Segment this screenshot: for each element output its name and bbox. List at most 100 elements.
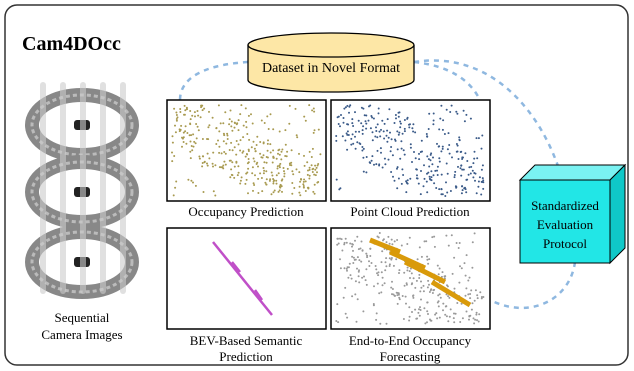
point <box>189 151 191 153</box>
point <box>370 127 372 129</box>
point <box>212 163 214 165</box>
point <box>428 113 430 115</box>
point <box>238 172 240 174</box>
point <box>448 245 450 247</box>
point <box>337 238 339 240</box>
point <box>238 119 240 121</box>
point <box>464 262 466 264</box>
point <box>423 164 425 166</box>
point <box>455 187 457 189</box>
point <box>363 148 365 150</box>
point <box>429 291 431 293</box>
point <box>348 266 350 268</box>
point <box>206 138 208 140</box>
point <box>474 232 476 234</box>
point <box>381 120 383 122</box>
point <box>291 149 293 151</box>
point <box>430 170 432 172</box>
point <box>397 292 399 294</box>
point <box>430 289 432 291</box>
point <box>482 188 484 190</box>
point <box>460 151 462 153</box>
point <box>202 109 204 111</box>
point <box>313 108 315 110</box>
point <box>311 109 313 111</box>
point <box>355 259 357 261</box>
point <box>173 194 175 196</box>
point <box>224 111 226 113</box>
point <box>426 256 428 258</box>
point <box>303 187 305 189</box>
point <box>303 179 305 181</box>
point <box>248 139 250 141</box>
point <box>247 162 249 164</box>
point <box>184 114 186 116</box>
point <box>398 116 400 118</box>
point <box>356 141 358 143</box>
point <box>385 265 387 267</box>
point <box>313 132 315 134</box>
point <box>390 287 392 289</box>
point <box>412 294 414 296</box>
point <box>299 194 301 196</box>
point <box>352 133 354 135</box>
point <box>266 184 268 186</box>
point <box>381 261 383 263</box>
point <box>462 157 464 159</box>
point <box>203 191 205 193</box>
point <box>335 320 337 322</box>
point <box>437 294 439 296</box>
point <box>281 185 283 187</box>
point <box>279 154 281 156</box>
point <box>316 171 318 173</box>
point <box>476 192 478 194</box>
point <box>404 154 406 156</box>
point <box>459 242 461 244</box>
point <box>481 148 483 150</box>
point <box>215 127 217 129</box>
point <box>481 169 483 171</box>
point <box>287 168 289 170</box>
point <box>312 168 314 170</box>
point <box>405 191 407 193</box>
label: Sequential <box>55 310 110 325</box>
point <box>263 161 265 163</box>
point <box>201 105 203 107</box>
point <box>435 187 437 189</box>
point <box>391 138 393 140</box>
point <box>424 178 426 180</box>
point <box>453 257 455 259</box>
point <box>458 247 460 249</box>
point <box>279 189 281 191</box>
point <box>253 158 255 160</box>
point <box>361 150 363 152</box>
point <box>470 166 472 168</box>
point <box>351 122 353 124</box>
point <box>421 256 423 258</box>
point <box>394 180 396 182</box>
point <box>439 161 441 163</box>
camera-post <box>60 82 66 294</box>
point <box>466 160 468 162</box>
point <box>256 162 258 164</box>
point <box>207 165 209 167</box>
point <box>263 154 265 156</box>
point <box>174 125 176 127</box>
point <box>401 245 403 247</box>
point <box>450 190 452 192</box>
point <box>267 143 269 145</box>
point <box>253 182 255 184</box>
point <box>352 250 354 252</box>
point <box>234 127 236 129</box>
point <box>248 149 250 151</box>
panel <box>167 100 326 201</box>
point <box>423 307 425 309</box>
point <box>439 268 441 270</box>
point <box>312 148 314 150</box>
dataset-label: Dataset in Novel Format <box>262 61 400 76</box>
point <box>311 156 313 158</box>
point <box>442 271 444 273</box>
point <box>411 161 413 163</box>
point <box>271 172 273 174</box>
point <box>252 190 254 192</box>
